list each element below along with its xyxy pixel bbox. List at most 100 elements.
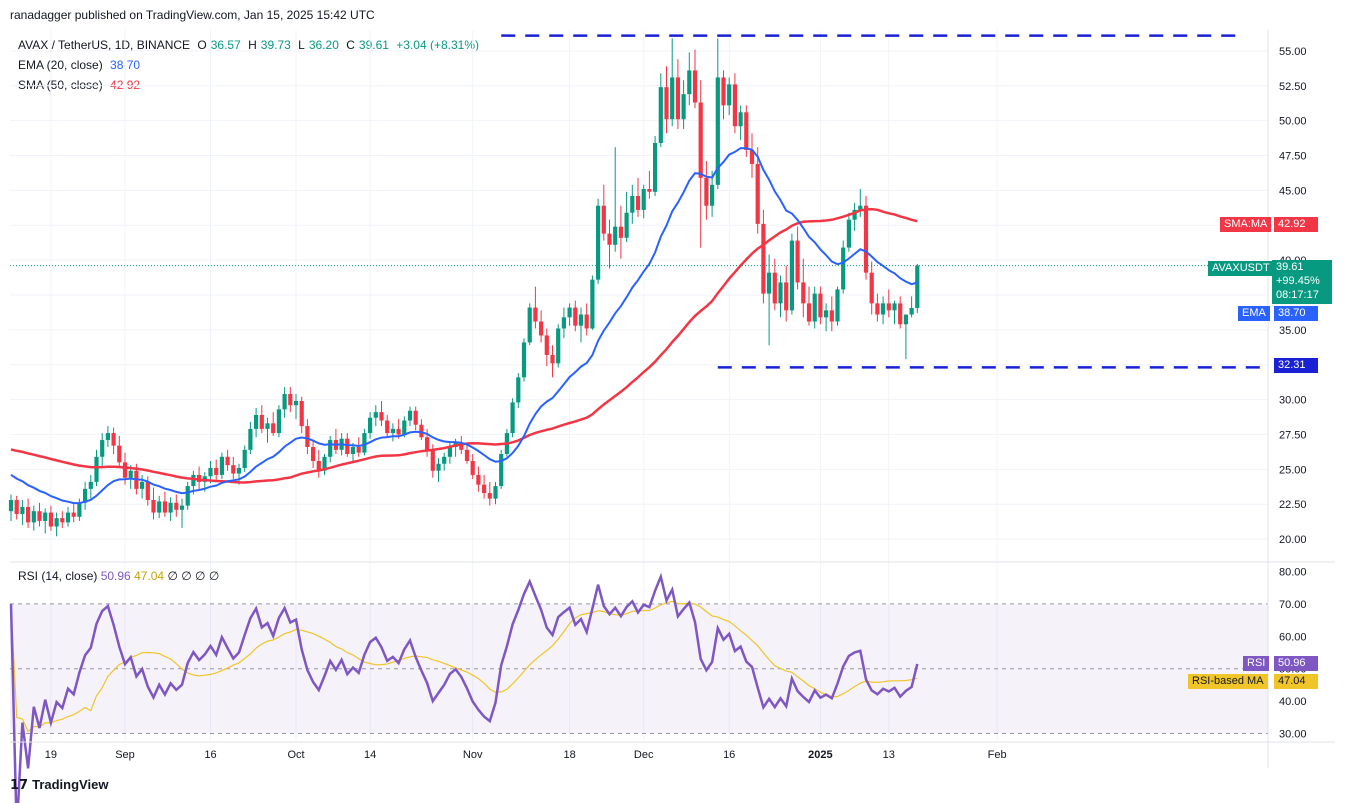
candle-body: [664, 87, 669, 120]
time-tick-label: 16: [723, 749, 735, 761]
candle-body: [259, 414, 264, 429]
candle-body: [43, 512, 48, 521]
rsi-tag-label: RSI: [1243, 656, 1270, 671]
price-tick-label: 30.00: [1279, 395, 1307, 407]
candle-body: [350, 447, 356, 454]
candle-body: [100, 440, 105, 457]
candle-body: [482, 484, 487, 494]
change-value: +3.04 (+8.31%): [396, 38, 480, 52]
rsi-legend: RSI (14, close) 50.96 47.04 ∅ ∅ ∅ ∅: [18, 569, 219, 583]
publisher-line: ranadagger published on TradingView.com,…: [10, 8, 375, 22]
rsi-tick-label: 30.00: [1279, 729, 1307, 741]
ema-20-line: [10, 147, 918, 505]
rsi-line: [9, 572, 919, 803]
candle-body: [214, 467, 219, 475]
candle-body: [681, 94, 686, 120]
tradingview-logo[interactable]: 𝟭𝟳 TradingView: [10, 777, 108, 793]
candle-body: [596, 205, 601, 280]
candle-body: [533, 307, 538, 322]
candle-body: [299, 401, 304, 427]
candle-body: [219, 456, 224, 475]
candle-body: [179, 505, 185, 510]
candle-body: [436, 463, 441, 471]
candle-body: [624, 212, 629, 238]
high-label: H: [248, 38, 257, 52]
tv-logo-icon: 𝟭𝟳: [10, 777, 29, 792]
price-tick-label: 45.00: [1279, 185, 1307, 197]
rsi-pane: [10, 603, 1268, 735]
price-legend: AVAX / TetherUS, 1D, BINANCE O 36.57 H 39.…: [18, 35, 483, 95]
candle-body: [635, 195, 641, 210]
price-tag-value: 39.61: [1276, 261, 1304, 273]
candle-body: [379, 412, 384, 421]
candle-body: [789, 240, 794, 311]
candle-body: [818, 293, 823, 318]
price-tick-label: 25.00: [1279, 464, 1307, 476]
rsima-tag-value: 47.04: [1274, 674, 1318, 689]
price-tick-label: 27.50: [1279, 429, 1307, 441]
ema-tag-value: 38.70: [1274, 306, 1318, 321]
candle-body: [83, 488, 88, 503]
candle-body: [185, 486, 190, 506]
candle-body: [641, 189, 646, 210]
candle-body: [339, 438, 344, 450]
rsi-legend-label: RSI (14, close): [18, 569, 98, 583]
candle-body: [174, 502, 179, 510]
candle-body: [311, 447, 316, 461]
rsima-legend-value: 47.04: [134, 569, 165, 583]
candle-body: [892, 303, 897, 311]
candle-body: [504, 433, 509, 454]
candle-body: [812, 293, 817, 322]
candle-body: [806, 303, 812, 322]
candle-body: [590, 279, 595, 329]
candle-body: [94, 456, 99, 482]
candle-body: [425, 437, 430, 450]
brand-name: TradingView: [32, 777, 109, 792]
candle-body: [419, 424, 424, 438]
candle-body: [191, 474, 196, 487]
candle-body: [829, 310, 834, 322]
candle-body: [54, 518, 59, 527]
candle-body: [881, 303, 886, 315]
currency-button[interactable]: USDT: [1272, 32, 1334, 60]
rsi-tick-label: 60.00: [1279, 631, 1307, 643]
candle-body: [407, 410, 413, 421]
rsi-tick-label: 70.00: [1279, 599, 1307, 611]
price-tick-label: 52.50: [1279, 81, 1307, 93]
candle-body: [71, 512, 76, 517]
candle-body: [744, 112, 749, 150]
price-tag: 39.61 +99.45% 08:17:17: [1272, 260, 1332, 304]
candle-body: [368, 417, 373, 434]
candle-body: [117, 445, 122, 463]
candle-body: [527, 307, 532, 343]
candle-body: [8, 500, 14, 512]
candle-body: [738, 112, 743, 127]
candle-body: [898, 303, 903, 325]
candle-body: [698, 102, 703, 178]
candle-body: [521, 342, 527, 378]
open-value: 36.57: [210, 38, 241, 52]
candle-body: [231, 465, 236, 474]
candle-body: [60, 518, 65, 523]
candle-body: [134, 470, 139, 489]
candle-body: [670, 77, 675, 120]
candle-body: [539, 321, 544, 336]
price-tick-label: 50.00: [1279, 116, 1307, 128]
price-tick-label: 20.00: [1279, 534, 1307, 546]
candle-body: [236, 467, 242, 474]
time-tick-label: 13: [883, 749, 895, 761]
low-value: 36.20: [308, 38, 339, 52]
candle-body: [151, 500, 156, 513]
price-tick-label: 47.50: [1279, 151, 1307, 163]
high-value: 39.73: [260, 38, 291, 52]
candle-body: [105, 433, 110, 441]
price-tick-label: 22.50: [1279, 499, 1307, 511]
time-tick-label: 14: [364, 749, 376, 761]
price-tag-label: AVAXUSDT: [1208, 261, 1274, 276]
candle-body: [447, 447, 452, 457]
candle-body: [208, 467, 213, 477]
rsi-tick-label: 40.00: [1279, 696, 1307, 708]
candle-body: [413, 410, 418, 425]
candle-body: [111, 433, 116, 446]
